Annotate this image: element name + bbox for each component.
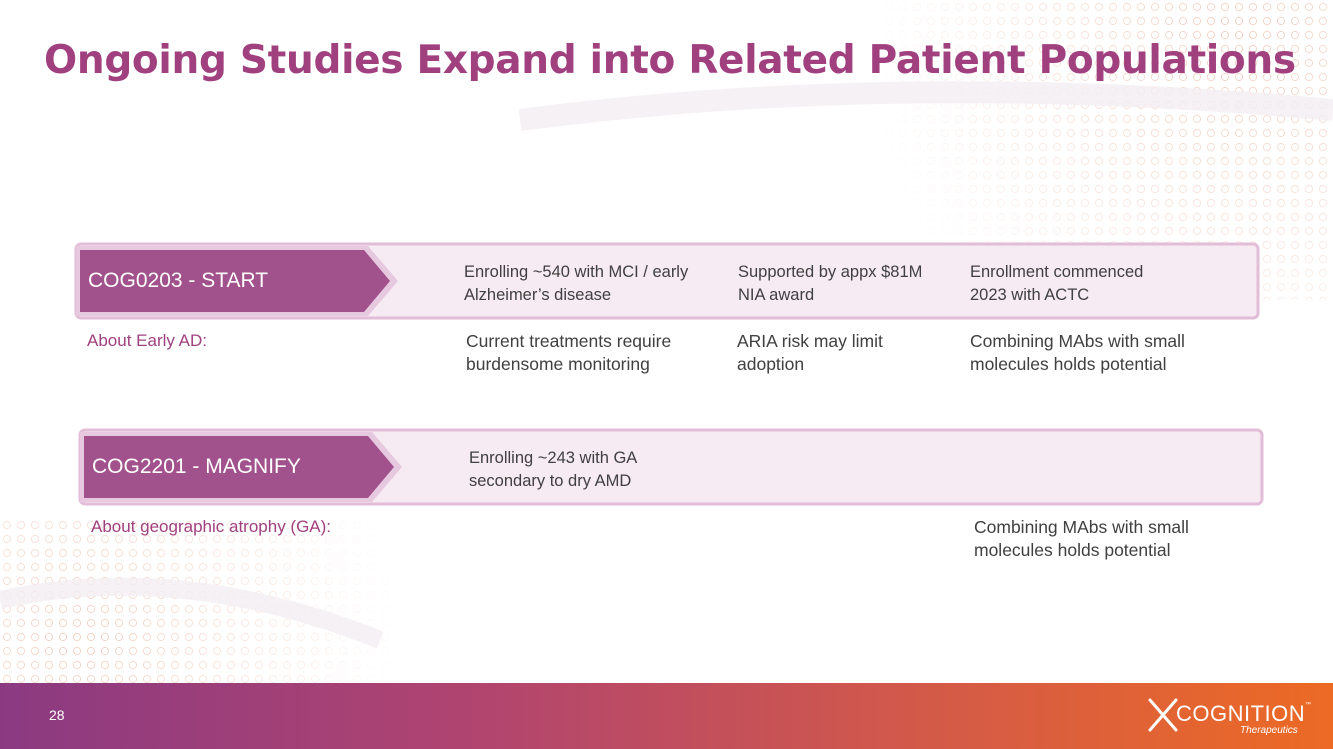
logo-trademark: ™: [1305, 702, 1311, 708]
about-label: About Early AD:: [87, 331, 208, 350]
study-detail: Enrollment commenced 2023 with ACTC: [970, 263, 1144, 304]
study-name: COG2201 - MAGNIFY: [92, 455, 301, 478]
fact-text: ARIA risk may limit adoption: [737, 331, 883, 374]
fact-text: Combining MAbs with small molecules hold…: [974, 517, 1189, 560]
fact-text: Current treatments require burdensome mo…: [466, 331, 672, 374]
study-banner-start: COG0203 - START Enrolling ~540 with MCI …: [74, 242, 1260, 320]
study-detail: Enrolling ~243 with GA secondary to dry …: [469, 449, 638, 490]
logo-wordmark: COGNITION: [1176, 701, 1306, 726]
study-detail: Enrolling ~540 with MCI / early Alzheime…: [464, 263, 689, 304]
fact-text: Combining MAbs with small molecules hold…: [970, 331, 1185, 374]
page-title: Ongoing Studies Expand into Related Pati…: [44, 38, 1296, 83]
page-number: 28: [49, 707, 65, 723]
footer-bar: 28 COGNITION ™ Therapeutics: [0, 683, 1333, 749]
banner-background: [74, 242, 1260, 320]
about-label: About geographic atrophy (GA):: [91, 517, 332, 536]
company-logo: COGNITION ™ Therapeutics: [1148, 694, 1313, 740]
study-name: COG0203 - START: [88, 269, 269, 292]
study-detail: Supported by appx $81M NIA award: [738, 263, 923, 304]
study-banner-magnify: COG2201 - MAGNIFY Enrolling ~243 with GA…: [78, 428, 1264, 506]
cognition-x-mark-icon: [1148, 698, 1178, 732]
banner-background: [78, 428, 1264, 506]
logo-subtitle: Therapeutics: [1240, 725, 1298, 736]
